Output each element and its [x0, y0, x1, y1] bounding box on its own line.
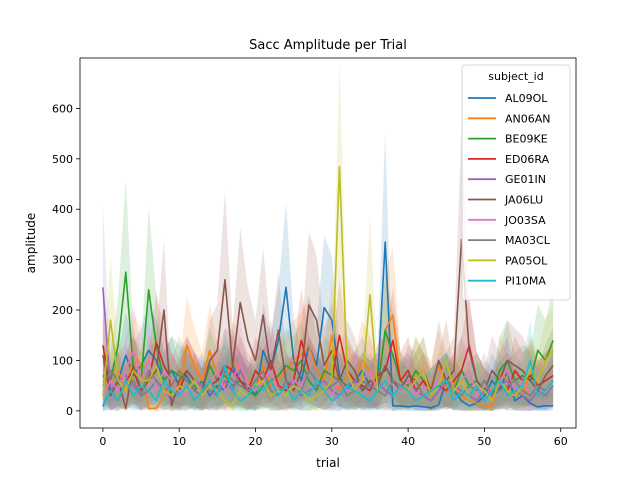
- legend-title: subject_id: [488, 70, 543, 83]
- legend-label-al09ol: AL09OL: [505, 92, 548, 105]
- y-tick-label: 100: [52, 354, 73, 367]
- series-lines: [102, 165, 554, 410]
- x-tick-label: 30: [325, 435, 339, 448]
- band-al09ol: [102, 130, 554, 411]
- y-tick-label: 200: [52, 304, 73, 317]
- axes-frame: [79, 57, 577, 429]
- series-line-jo03sa: [102, 349, 554, 397]
- chart-title: Sacc Amplitude per Trial: [249, 38, 407, 53]
- y-axis-label: amplitude: [24, 213, 38, 274]
- y-tick-label: 400: [52, 203, 73, 216]
- y-tick-label: 0: [66, 405, 73, 418]
- series-line-pi10ma: [102, 359, 554, 408]
- legend-items: AL09OL AN06AN BE09KE ED06RA GE01IN JA06LU JO03…: [468, 92, 551, 288]
- legend-box: [461, 64, 571, 301]
- x-tick-label: 0: [99, 435, 106, 448]
- legend-label-an06an: AN06AN: [505, 112, 551, 125]
- legend-label-ed06ra: ED06RA: [505, 153, 550, 166]
- x-axis-ticks: 0 10 20 30 40 50 60: [99, 428, 568, 448]
- x-tick-label: 10: [172, 435, 186, 448]
- x-axis-label: trial: [316, 456, 340, 470]
- legend-label-ma03cl: MA03CL: [505, 234, 551, 247]
- legend: subject_id AL09OL AN06AN BE09KE ED06RA GE01I…: [461, 64, 571, 301]
- y-tick-label: 500: [52, 153, 73, 166]
- x-tick-label: 60: [554, 435, 568, 448]
- legend-label-pi10ma: PI10MA: [505, 275, 546, 288]
- plot-area: [79, 57, 577, 429]
- x-tick-label: 20: [249, 435, 263, 448]
- legend-label-pa05ol: PA05OL: [505, 254, 548, 267]
- y-tick-label: 600: [52, 102, 73, 115]
- y-tick-label: 300: [52, 254, 73, 267]
- y-axis-ticks: 0 100 200 300 400 500 600: [52, 102, 80, 418]
- legend-label-be09ke: BE09KE: [505, 133, 548, 146]
- band-ja06lu: [102, 126, 554, 411]
- legend-label-ja06lu: JA06LU: [504, 194, 543, 207]
- legend-label-jo03sa: JO03SA: [504, 214, 546, 227]
- series-line-ja06lu: [102, 238, 554, 410]
- x-tick-label: 50: [477, 435, 491, 448]
- x-tick-label: 40: [401, 435, 415, 448]
- legend-label-ge01in: GE01IN: [505, 173, 546, 186]
